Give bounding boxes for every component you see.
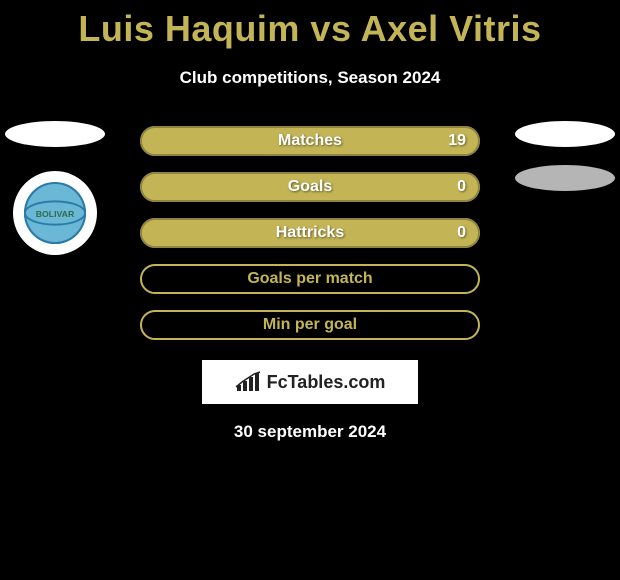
fctables-icon xyxy=(235,371,261,393)
svg-text:BOLIVAR: BOLIVAR xyxy=(36,209,75,219)
club-crest-left: BOLIVAR xyxy=(13,171,97,255)
player-photo-placeholder-right-2 xyxy=(515,165,615,191)
page-title: Luis Haquim vs Axel Vitris xyxy=(0,0,620,50)
subtitle: Club competitions, Season 2024 xyxy=(0,68,620,88)
stat-bars: Matches 19 Goals 0 Hattricks 0 Goals per match… xyxy=(140,126,480,356)
player-photo-placeholder-left xyxy=(5,121,105,147)
bar-label: Goals xyxy=(288,178,332,196)
comparison-chart: BOLIVAR Matches 19 Goals 0 Hattricks 0 Goals p… xyxy=(0,126,620,346)
left-player-column: BOLIVAR xyxy=(0,121,110,255)
bolivar-crest-icon: BOLIVAR xyxy=(24,182,86,244)
date-caption: 30 september 2024 xyxy=(0,422,620,442)
stat-bar: Hattricks 0 xyxy=(140,218,480,248)
source-logo-text: FcTables.com xyxy=(267,372,386,393)
stat-bar: Min per goal xyxy=(140,310,480,340)
bar-value: 0 xyxy=(457,224,466,242)
stat-bar: Matches 19 xyxy=(140,126,480,156)
player-photo-placeholder-right-1 xyxy=(515,121,615,147)
bar-label: Matches xyxy=(278,132,342,150)
stat-bar: Goals 0 xyxy=(140,172,480,202)
stat-bar: Goals per match xyxy=(140,264,480,294)
bar-value: 19 xyxy=(448,132,466,150)
bar-label: Goals per match xyxy=(247,270,372,288)
source-logo: FcTables.com xyxy=(202,360,418,404)
bar-label: Hattricks xyxy=(276,224,344,242)
bar-value: 0 xyxy=(457,178,466,196)
bar-label: Min per goal xyxy=(263,316,357,334)
right-player-column xyxy=(510,121,620,209)
